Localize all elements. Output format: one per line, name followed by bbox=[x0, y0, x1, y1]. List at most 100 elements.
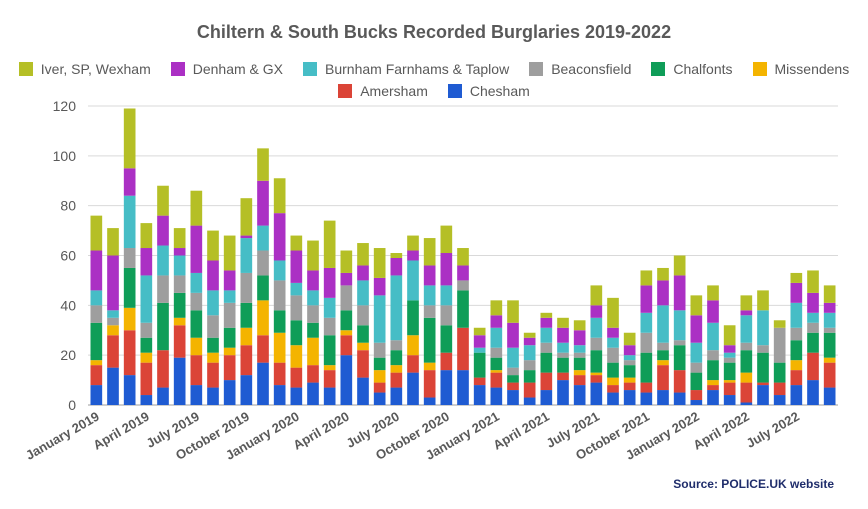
bar-segment-denham-gx bbox=[107, 255, 119, 311]
bar-segment-burnham-farnhams-taplow bbox=[657, 305, 669, 343]
bar-segment-denham-gx bbox=[240, 235, 253, 239]
bar-segment-missendens bbox=[490, 370, 503, 373]
bar-segment-iver-sp-wexham bbox=[690, 295, 703, 316]
bar-segment-chalfonts bbox=[273, 310, 286, 333]
bar-segment-chesham bbox=[107, 367, 119, 405]
legend-item-beaconsfield: Beaconsfield bbox=[529, 61, 631, 77]
legend-item-chalfonts: Chalfonts bbox=[651, 61, 733, 77]
bar-segment-beaconsfield bbox=[540, 342, 553, 353]
legend-label: Denham & GX bbox=[192, 61, 284, 77]
bar-segment-amersham bbox=[157, 350, 169, 388]
bar-segment-burnham-farnhams-taplow bbox=[707, 322, 719, 351]
bar-segment-burnham-farnhams-taplow bbox=[357, 280, 369, 306]
bar-segment-missendens bbox=[823, 357, 836, 363]
bar-segment-iver-sp-wexham bbox=[140, 223, 153, 249]
bar-segment-beaconsfield bbox=[607, 347, 619, 363]
bar-segment-beaconsfield bbox=[323, 317, 336, 336]
bar-segment-burnham-farnhams-taplow bbox=[407, 260, 419, 301]
bar-segment-denham-gx bbox=[357, 265, 369, 281]
bar-segment-missendens bbox=[90, 360, 103, 366]
bar-segment-amersham bbox=[223, 355, 236, 381]
x-tick-label: April 2022 bbox=[691, 409, 752, 453]
bar-segment-beaconsfield bbox=[90, 305, 103, 323]
y-tick-label: 20 bbox=[60, 347, 76, 363]
bar-segment-missendens bbox=[273, 332, 286, 363]
legend-swatch bbox=[338, 84, 353, 98]
bar-segment-iver-sp-wexham bbox=[723, 325, 736, 346]
bar-segment-iver-sp-wexham bbox=[123, 108, 136, 169]
bar-segment-burnham-farnhams-taplow bbox=[190, 272, 203, 293]
bar-segment-denham-gx bbox=[573, 330, 586, 346]
bar-segment-burnham-farnhams-taplow bbox=[290, 282, 303, 296]
bar-segment-chalfonts bbox=[140, 337, 153, 353]
bar-segment-burnham-farnhams-taplow bbox=[590, 317, 603, 338]
bar-segment-denham-gx bbox=[523, 337, 536, 346]
bar-segment-chesham bbox=[540, 390, 553, 405]
bar-segment-iver-sp-wexham bbox=[157, 185, 169, 216]
bar-segment-missendens bbox=[390, 365, 403, 373]
bar-segment-iver-sp-wexham bbox=[323, 220, 336, 268]
bar-segment-iver-sp-wexham bbox=[707, 285, 719, 301]
bar-segment-burnham-farnhams-taplow bbox=[90, 290, 103, 306]
bar-segment-iver-sp-wexham bbox=[490, 300, 503, 316]
bar-segment-chalfonts bbox=[790, 340, 803, 361]
bar-segment-chalfonts bbox=[723, 362, 736, 381]
legend-swatch bbox=[651, 62, 666, 76]
bar-segment-iver-sp-wexham bbox=[673, 255, 686, 276]
bar-segment-denham-gx bbox=[340, 272, 353, 286]
bar-segment-burnham-farnhams-taplow bbox=[257, 225, 269, 251]
bar-segment-burnham-farnhams-taplow bbox=[173, 255, 186, 276]
bar-segment-chalfonts bbox=[257, 275, 269, 301]
bar-segment-denham-gx bbox=[440, 253, 453, 286]
bar-segment-denham-gx bbox=[173, 248, 186, 256]
bar-segment-denham-gx bbox=[490, 315, 503, 328]
legend-item-iver-sp-wexham: Iver, SP, Wexham bbox=[18, 61, 151, 77]
bar-segment-chalfonts bbox=[290, 320, 303, 346]
bar-segment-amersham bbox=[173, 325, 186, 358]
bar-segment-chalfonts bbox=[490, 357, 503, 371]
legend-swatch bbox=[447, 84, 462, 98]
bar-segment-amersham bbox=[90, 365, 103, 386]
y-tick-label: 0 bbox=[68, 397, 76, 413]
bar-segment-missendens bbox=[790, 360, 803, 371]
bar-segment-beaconsfield bbox=[457, 280, 469, 291]
bar-segment-amersham bbox=[207, 362, 219, 388]
bar-segment-chesham bbox=[223, 380, 236, 405]
bar-segment-amersham bbox=[257, 335, 269, 363]
bar-segment-iver-sp-wexham bbox=[357, 243, 369, 266]
bar-segment-amersham bbox=[740, 382, 753, 403]
bar-segment-iver-sp-wexham bbox=[373, 248, 386, 278]
bar-segment-amersham bbox=[590, 375, 603, 383]
bar-segment-iver-sp-wexham bbox=[640, 270, 653, 286]
bar-segment-chesham bbox=[757, 385, 769, 405]
bar-segment-beaconsfield bbox=[523, 360, 536, 371]
bar-segment-amersham bbox=[573, 375, 586, 386]
legend-label: Amersham bbox=[360, 83, 428, 99]
bar-segment-amersham bbox=[507, 382, 519, 391]
bar-segment-chalfonts bbox=[557, 357, 569, 373]
bar-segment-missendens bbox=[607, 377, 619, 386]
bar-segment-denham-gx bbox=[207, 260, 219, 291]
bar-segment-burnham-farnhams-taplow bbox=[307, 290, 319, 306]
bar-segment-chesham bbox=[90, 385, 103, 405]
bar-segment-denham-gx bbox=[307, 270, 319, 291]
bar-segment-chesham bbox=[273, 385, 286, 405]
bar-segment-chesham bbox=[790, 385, 803, 405]
y-tick-label: 80 bbox=[60, 198, 76, 214]
bar-segment-beaconsfield bbox=[507, 367, 519, 376]
bar-segment-missendens bbox=[207, 352, 219, 363]
bar-segment-denham-gx bbox=[640, 285, 653, 313]
y-tick-label: 120 bbox=[53, 98, 77, 114]
bar-segment-chesham bbox=[473, 385, 486, 405]
bar-segment-chalfonts bbox=[773, 362, 786, 383]
bar-segment-chesham bbox=[640, 392, 653, 405]
bar-segment-amersham bbox=[607, 385, 619, 393]
bar-segment-chesham bbox=[490, 387, 503, 405]
bar-segment-iver-sp-wexham bbox=[823, 285, 836, 303]
bar-segment-beaconsfield bbox=[257, 250, 269, 276]
bar-segment-iver-sp-wexham bbox=[307, 240, 319, 271]
bar-segment-amersham bbox=[490, 372, 503, 388]
bar-segment-chalfonts bbox=[640, 352, 653, 383]
bar-segment-chesham bbox=[190, 385, 203, 405]
bar-segment-burnham-farnhams-taplow bbox=[223, 290, 236, 303]
